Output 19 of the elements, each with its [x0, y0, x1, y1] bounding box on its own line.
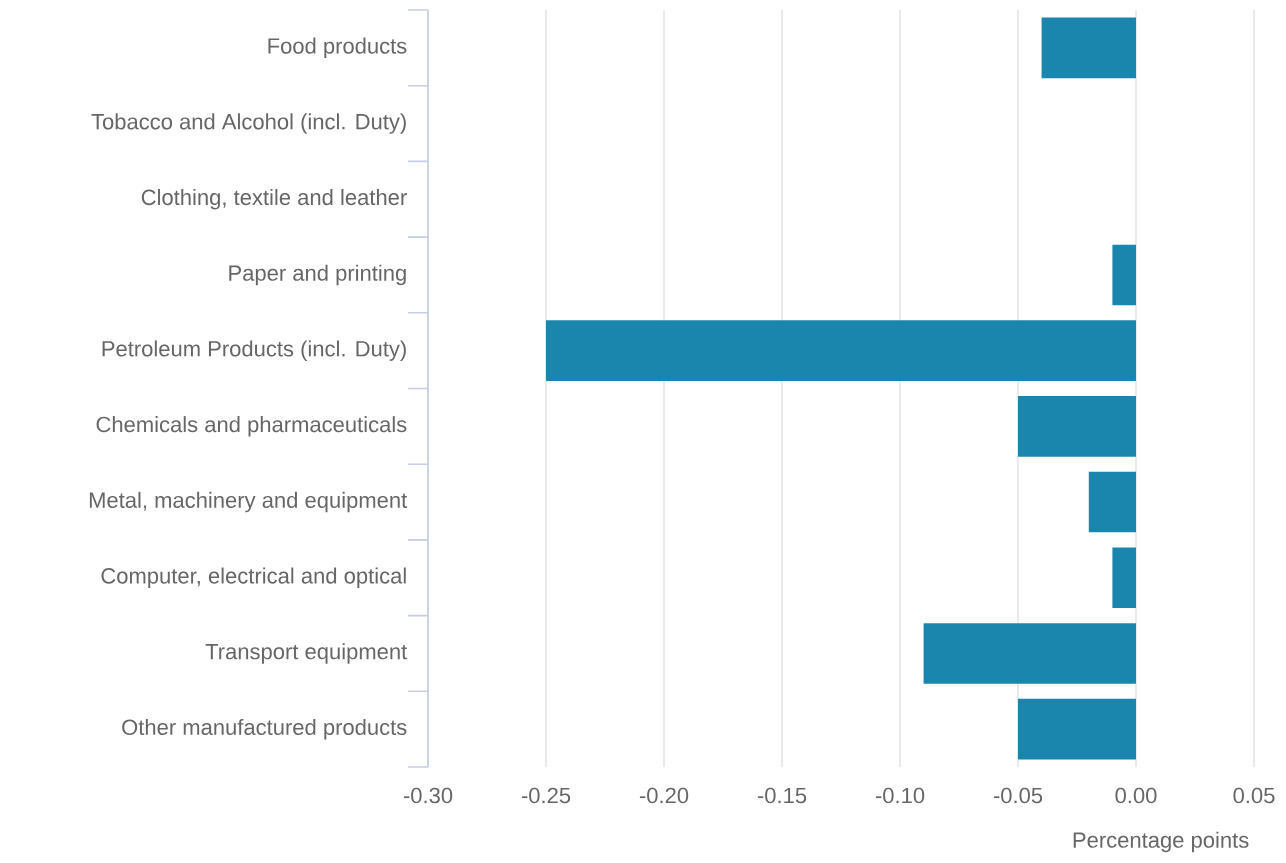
- x-tick-label: -0.30: [403, 787, 453, 804]
- x-tick-label: 0.05: [1233, 787, 1275, 804]
- x-tick-label: -0.15: [757, 787, 807, 804]
- x-axis-title: Percentage points: [1073, 831, 1249, 853]
- y-tick-label: Computer, electrical and optical: [101, 567, 406, 588]
- y-tick-label: Clothing, textile and leather: [141, 189, 407, 210]
- x-tick-label: -0.25: [521, 787, 571, 804]
- x-tick-label: 0.00: [1115, 787, 1157, 804]
- x-tick-label: -0.05: [993, 787, 1043, 804]
- y-tick-label: Metal, machinery and equipment: [89, 491, 408, 513]
- y-tick-label: Transport equipment: [205, 643, 408, 664]
- y-tick-label: Food products: [268, 37, 407, 59]
- x-tick-label: -0.20: [639, 787, 689, 804]
- y-tick-label: Petroleum Products (incl. Duty): [102, 340, 406, 361]
- y-tick-label: Tobacco and Alcohol (incl. Duty): [91, 113, 406, 134]
- y-tick-label: Chemicals and pharmaceuticals: [96, 416, 407, 437]
- y-tick-label: Other manufactured products: [122, 718, 407, 740]
- y-tick-label: Paper and printing: [229, 264, 406, 286]
- x-tick-label: -0.10: [875, 787, 925, 804]
